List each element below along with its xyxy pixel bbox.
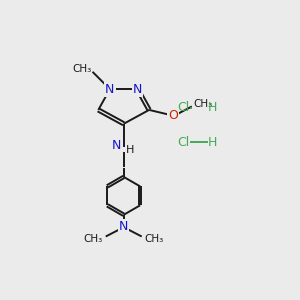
Text: CH₃: CH₃ (193, 99, 212, 109)
Text: O: O (168, 109, 178, 122)
Text: Cl: Cl (177, 136, 190, 149)
Text: H: H (126, 145, 134, 155)
Text: H: H (208, 136, 218, 149)
Text: CH₃: CH₃ (72, 64, 92, 74)
Text: N: N (119, 220, 128, 233)
Text: CH₃: CH₃ (84, 234, 103, 244)
Text: N: N (133, 82, 142, 96)
Text: H: H (208, 101, 218, 114)
Text: N: N (105, 82, 115, 96)
Text: N: N (112, 140, 121, 152)
Text: CH₃: CH₃ (145, 234, 164, 244)
Text: Cl: Cl (177, 101, 190, 114)
